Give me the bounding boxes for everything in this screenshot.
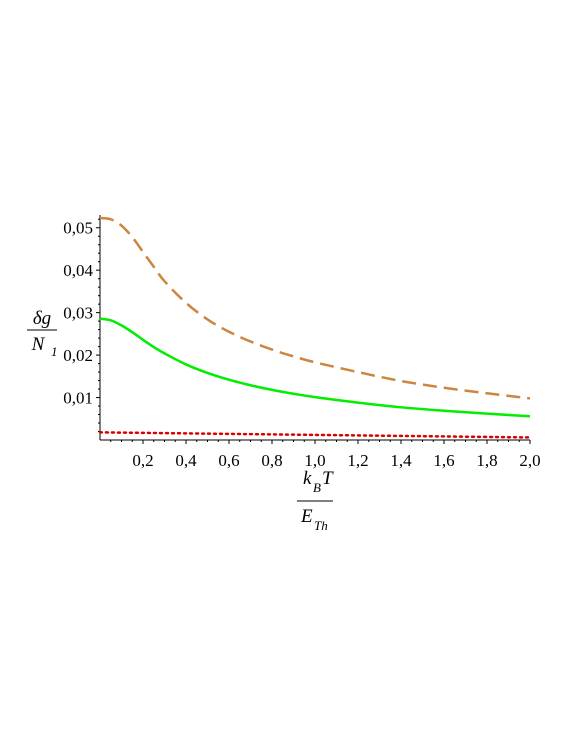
x-label-denominator: E [300, 506, 313, 527]
y-label-denominator: N [31, 334, 46, 355]
series-layer [98, 216, 532, 439]
series-line-dashed [99, 216, 531, 400]
y-tick-label: 0,02 [63, 346, 93, 365]
series-line-solid [99, 317, 531, 418]
ticks: 0,2 0,4 0,6 0,8 1,0 1,2 1,4 1,6 1,8 2,0 0,01 0,02 0,… [63, 219, 540, 470]
x-label-numerator-sub: B [313, 480, 321, 495]
axes [99, 215, 530, 441]
x-label-denominator-sub: Th [314, 518, 328, 533]
x-label-numerator-rest: T [322, 468, 334, 489]
y-label-numerator: δg [33, 308, 51, 329]
x-tick-label: 0,6 [218, 451, 239, 470]
x-label-numerator: k [303, 468, 312, 489]
x-tick-label: 1,0 [304, 451, 325, 470]
y-axis-label: δg N 1 [27, 308, 58, 359]
series-line-dotted [98, 431, 532, 439]
x-tick-label: 1,4 [390, 451, 412, 470]
x-tick-label: 1,8 [476, 451, 497, 470]
y-label-denominator-sub: 1 [51, 344, 58, 359]
x-tick-label: 2,0 [519, 451, 540, 470]
x-tick-label: 0,2 [132, 451, 153, 470]
x-tick-label: 1,2 [347, 451, 368, 470]
y-tick-label: 0,01 [63, 389, 93, 408]
y-tick-label: 0,05 [63, 219, 93, 238]
x-tick-label: 0,4 [175, 451, 197, 470]
x-tick-label: 0,8 [261, 451, 282, 470]
x-axis-label: k B T E Th [297, 468, 334, 533]
y-tick-label: 0,04 [63, 261, 93, 280]
x-tick-label: 1,6 [433, 451, 454, 470]
y-tick-label: 0,03 [63, 304, 93, 323]
